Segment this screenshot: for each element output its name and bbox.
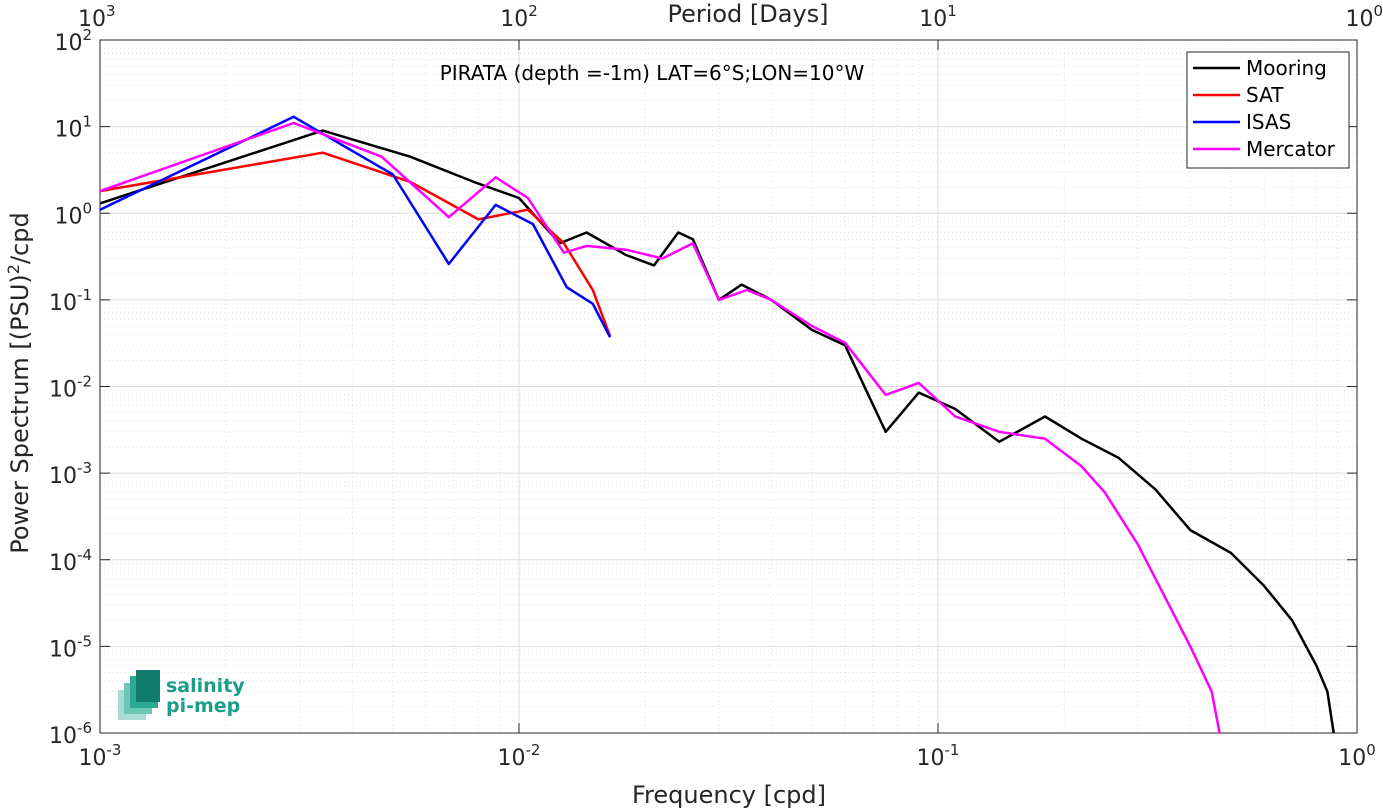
x-tick-label: 10-2	[498, 741, 541, 771]
y-tick-label-base: 10	[49, 464, 77, 489]
logo-text-pimep: pi-mep	[166, 695, 240, 717]
y-tick-label-exp: -5	[77, 632, 92, 650]
y-tick-label-base: 10	[49, 637, 77, 662]
x-tick-label-base: 10	[498, 746, 526, 771]
series-line-mercator	[99, 121, 1221, 734]
x-tick-label-exp: 0	[1366, 741, 1376, 759]
legend-label-isas: ISAS	[1246, 110, 1291, 134]
y-axis-label: Power Spectrum [(PSU)2/cpd	[4, 212, 34, 553]
y-tick-label-exp: 1	[82, 113, 92, 131]
y-tick-label-exp: -3	[77, 459, 92, 477]
legend-label-mercator: Mercator	[1246, 137, 1336, 161]
y-tick-label: 101	[54, 113, 92, 143]
legend-label-mooring: Mooring	[1246, 56, 1327, 80]
top-x-tick-label-base: 10	[919, 7, 947, 32]
series-line-sat	[99, 151, 612, 337]
top-x-tick-label-exp: 1	[947, 2, 957, 20]
y-tick-label-base: 10	[49, 551, 77, 576]
y-tick-label-base: 10	[49, 724, 77, 749]
axis-ticks	[99, 39, 1358, 734]
legend-box	[1186, 51, 1350, 169]
legend-label-sat: SAT	[1246, 83, 1284, 107]
x-tick-label-base: 10	[1338, 746, 1366, 771]
top-x-tick-label-exp: 2	[528, 2, 538, 20]
y-tick-label-exp: -4	[77, 546, 92, 564]
y-tick-label-base: 10	[54, 118, 82, 143]
y-tick-label: 10-4	[49, 546, 92, 576]
top-x-tick-label: 100	[1345, 2, 1383, 32]
y-tick-label-exp: 0	[82, 199, 92, 217]
series-layer	[99, 115, 1335, 734]
top-x-tick-label-exp: 0	[1373, 2, 1383, 20]
y-tick-label-base: 10	[49, 291, 77, 316]
y-tick-label-base: 10	[54, 204, 82, 229]
x-tick-label-base: 10	[917, 746, 945, 771]
y-tick-label-base: 10	[49, 378, 77, 403]
y-tick-label-exp: -2	[77, 373, 92, 391]
y-tick-label: 10-1	[49, 286, 92, 316]
minor-grid	[100, 40, 1357, 733]
x-tick-label: 100	[1338, 741, 1376, 771]
y-tick-label: 10-3	[49, 459, 92, 489]
x-tick-label: 10-1	[917, 741, 960, 771]
x-tick-label-exp: -3	[107, 741, 122, 759]
top-x-tick-label-base: 10	[1345, 7, 1373, 32]
y-axis-label-suffix: /cpd	[6, 212, 34, 264]
y-tick-label-base: 10	[54, 31, 82, 56]
y-tick-label-exp: -6	[77, 719, 92, 737]
top-x-axis-label: Period [Days]	[667, 0, 828, 28]
top-x-tick-label-exp: 3	[106, 2, 116, 20]
series-line-mooring	[99, 129, 1335, 734]
y-tick-label: 10-5	[49, 632, 92, 662]
top-x-tick-label: 103	[78, 2, 116, 32]
x-tick-label: 10-3	[79, 741, 122, 771]
salinity-logo-icon	[118, 670, 160, 720]
y-axis-label-main: Power Spectrum [(PSU)	[6, 274, 34, 553]
y-tick-label-exp: 2	[82, 26, 92, 44]
x-tick-label-exp: -1	[945, 741, 960, 759]
logo-text-salinity: salinity	[166, 675, 245, 697]
top-x-tick-label-base: 10	[78, 7, 106, 32]
y-tick-label: 10-2	[49, 373, 92, 403]
y-tick-label: 102	[54, 26, 92, 56]
x-axis-label: Frequency [cpd]	[632, 781, 826, 809]
top-x-tick-label: 101	[919, 2, 957, 32]
y-axis-label-sup: 2	[4, 264, 23, 274]
chart-annotation: PIRATA (depth =-1m) LAT=6°S;LON=10°W	[440, 61, 865, 85]
top-x-tick-label: 102	[500, 2, 538, 32]
logo: salinity pi-mep	[118, 670, 245, 720]
x-tick-label-exp: -2	[526, 741, 541, 759]
x-tick-label-base: 10	[79, 746, 107, 771]
top-x-tick-label-base: 10	[500, 7, 528, 32]
legend: Mooring SAT ISAS Mercator	[1186, 51, 1350, 169]
y-tick-label-exp: -1	[77, 286, 92, 304]
y-tick-label: 10-6	[49, 719, 92, 749]
y-tick-label: 100	[54, 199, 92, 229]
